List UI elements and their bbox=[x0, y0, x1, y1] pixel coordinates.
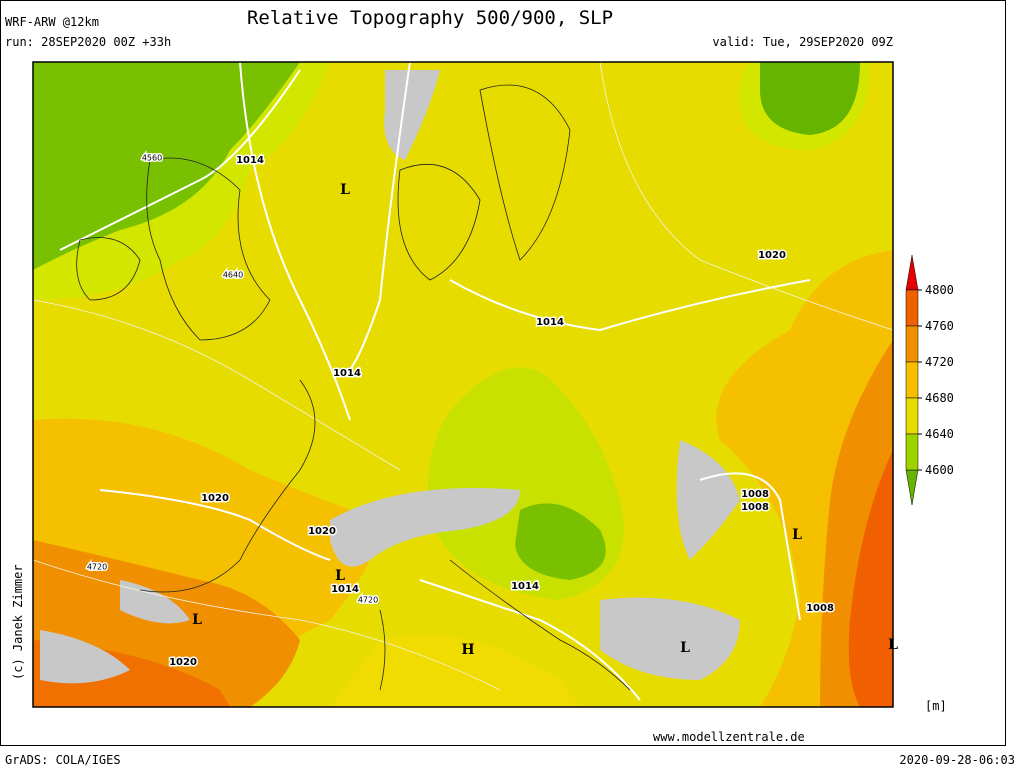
timestamp: 2020-09-28-06:03 bbox=[899, 753, 1015, 767]
isobar-label: 1020 bbox=[308, 526, 336, 537]
isobar-label: 1008 bbox=[806, 603, 834, 614]
contour-label: 4720 bbox=[87, 563, 107, 572]
map-frame bbox=[32, 61, 894, 708]
software: GrADS: COLA/IGES bbox=[5, 753, 121, 767]
colorbar-tick-label: 4720 bbox=[925, 355, 954, 369]
model-label: WRF-ARW @12km bbox=[5, 15, 99, 29]
colorbar: 4800 4760 4720 4680 4640 4600 bbox=[905, 254, 954, 506]
colorbar-segment bbox=[905, 433, 919, 471]
colorbar-tick-label: 4760 bbox=[925, 319, 954, 333]
high-marker: H bbox=[461, 642, 474, 658]
isobars bbox=[33, 62, 893, 701]
isobar-label: 1014 bbox=[333, 368, 361, 379]
credit: (c) Janek Zimmer bbox=[11, 564, 25, 680]
map bbox=[33, 62, 893, 707]
colorbar-tick-label: 4600 bbox=[925, 463, 954, 477]
field bbox=[515, 503, 606, 580]
low-marker: L bbox=[335, 568, 345, 584]
colorbar-segment bbox=[905, 361, 919, 399]
isobar-label: 1008 bbox=[741, 502, 769, 513]
isobar-label: 1020 bbox=[758, 250, 786, 261]
isobar-label: 1014 bbox=[536, 317, 564, 328]
isobar-label: 1014 bbox=[236, 155, 264, 166]
terrain-mask bbox=[40, 70, 740, 684]
valid-label: valid: Tue, 29SEP2020 09Z bbox=[712, 35, 893, 49]
coastlines bbox=[76, 84, 631, 691]
low-marker: L bbox=[792, 527, 802, 543]
colorbar-segment bbox=[905, 397, 919, 435]
map-labels: 1014 L 4560 4640 1020 1014 1014 1020 102… bbox=[85, 152, 898, 670]
low-marker: L bbox=[888, 637, 898, 653]
colorbar-tick-label: 4640 bbox=[925, 427, 954, 441]
run-label: run: 28SEP2020 00Z +33h bbox=[5, 35, 171, 49]
field bbox=[330, 635, 580, 707]
isobar-label: 1014 bbox=[511, 581, 539, 592]
contour-label: 4720 bbox=[358, 596, 378, 605]
website: www.modellzentrale.de bbox=[653, 730, 805, 744]
low-marker: L bbox=[340, 182, 350, 198]
low-marker: L bbox=[192, 612, 202, 628]
contour-label: 4640 bbox=[223, 271, 243, 280]
field bbox=[848, 450, 893, 707]
colorbar-tick-label: 4680 bbox=[925, 391, 954, 405]
colorbar-tick-label: 4800 bbox=[925, 283, 954, 297]
contour-label: 4560 bbox=[142, 154, 162, 163]
isobar-label: 1020 bbox=[169, 657, 197, 668]
isobar-label: 1008 bbox=[741, 489, 769, 500]
map-title: Relative Topography 500/900, SLP bbox=[247, 7, 613, 29]
colorbar-segment bbox=[905, 289, 919, 327]
field bbox=[760, 62, 860, 135]
low-marker: L bbox=[680, 640, 690, 656]
colorbar-segment bbox=[905, 325, 919, 363]
unit-label: [m] bbox=[925, 699, 947, 713]
field bbox=[33, 62, 300, 270]
isobar-label: 1020 bbox=[201, 493, 229, 504]
isobar-label: 1014 bbox=[331, 584, 359, 595]
